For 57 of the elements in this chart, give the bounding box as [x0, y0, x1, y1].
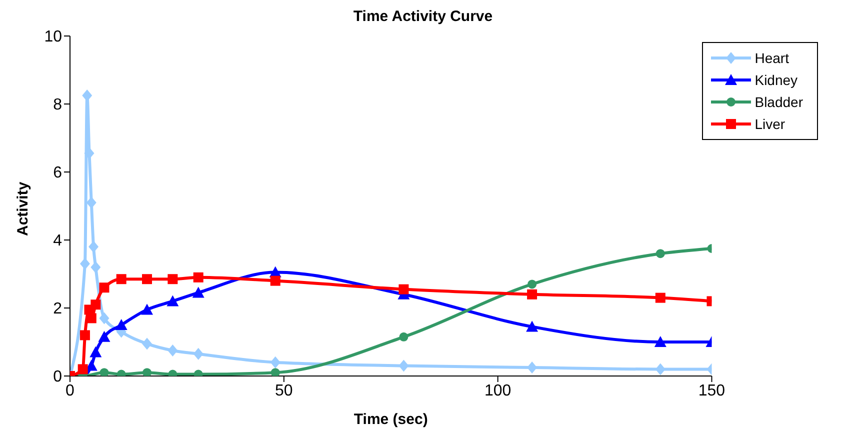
point — [398, 360, 409, 372]
point — [655, 292, 666, 303]
legend-label: Bladder — [754, 94, 803, 110]
point — [88, 240, 99, 253]
point — [99, 312, 110, 324]
point — [398, 284, 409, 294]
point — [141, 304, 154, 315]
point — [192, 286, 204, 298]
point — [168, 344, 178, 356]
point — [656, 249, 665, 258]
legend-label: Heart — [754, 50, 789, 66]
point — [166, 295, 179, 306]
y-tick-label: 2 — [53, 300, 62, 318]
x-tick-label: 0 — [66, 382, 75, 400]
point — [527, 362, 538, 374]
point — [399, 332, 408, 342]
x-tick-label: 150 — [698, 382, 726, 400]
point — [84, 147, 94, 160]
legend-label: Kidney — [754, 72, 798, 88]
x-axis-title: Time (sec) — [354, 411, 428, 428]
point — [86, 196, 96, 209]
point — [142, 368, 152, 376]
y-tick-label: 10 — [44, 28, 62, 46]
point — [270, 356, 280, 368]
point — [193, 348, 204, 360]
point — [99, 282, 110, 293]
point — [193, 272, 204, 282]
point — [90, 346, 102, 358]
point — [655, 363, 666, 376]
point — [270, 276, 280, 286]
y-tick-label: 8 — [53, 96, 62, 114]
y-tick-label: 4 — [53, 232, 62, 250]
point — [654, 336, 666, 347]
point — [90, 300, 101, 310]
legend-label: Liver — [754, 116, 786, 132]
y-tick-label: 6 — [53, 164, 62, 182]
point — [98, 330, 110, 342]
point — [270, 368, 280, 376]
point — [168, 274, 178, 284]
point — [100, 368, 109, 376]
point — [526, 320, 538, 332]
point — [527, 289, 538, 300]
x-tick-label: 100 — [484, 382, 512, 400]
y-axis-title: Activity — [14, 181, 32, 236]
x-tick-label: 50 — [275, 382, 293, 400]
point — [80, 258, 90, 270]
point — [528, 280, 537, 289]
chart-title: Time Activity Curve — [352, 8, 494, 25]
point — [86, 313, 96, 324]
point — [116, 274, 126, 284]
point — [80, 330, 90, 340]
y-tick-label: 0 — [53, 368, 62, 386]
point — [78, 364, 88, 374]
point — [142, 274, 152, 284]
point — [90, 261, 101, 274]
point — [142, 338, 152, 350]
point — [115, 319, 128, 330]
